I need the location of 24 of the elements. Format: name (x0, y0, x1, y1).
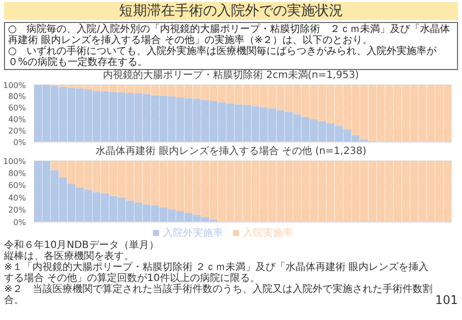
y-tick-label: 100% (3, 156, 26, 166)
y-tick-label: 80% (8, 92, 26, 102)
y-tick-label: 0% (13, 218, 26, 227)
y-tick-label: 20% (8, 126, 26, 136)
legend-label: 入院実施率 (243, 228, 293, 239)
text: 令和６年10月NDBデータ（単月） (4, 240, 160, 251)
y-tick-label: 60% (8, 181, 26, 190)
text: ※２ 当該医療機関で算定された当該手術件数のうち、入院又は入院外で実施された手術件数割合。 (4, 284, 434, 306)
y-tick-label: 0% (13, 138, 26, 147)
text: ○ 病院毎の、入院/入院外別の「内視鏡的大腸ポリープ・粘膜切除術 ２ｃｍ未満」及び「水晶体再建術 眼内レンズを挿入する場合 その他」の実施率（※２）は、以下のとおり。 (8, 24, 452, 46)
y-tick-label: 40% (8, 115, 26, 124)
y-tick-label: 100% (3, 80, 26, 90)
text: 短期滞在手術の入院外での実施状況 (4, 2, 458, 20)
y-tick-label: 20% (8, 206, 26, 215)
chart-title: 内視鏡的大腸ポリープ・粘膜切除術 2cm未満(n=1,953) (102, 70, 360, 82)
y-tick-label: 60% (8, 104, 26, 113)
text: 101 (435, 293, 458, 307)
text: ○ いずれの手術についても、入院外実施率は医療機関毎にばらつきがみられ、入院外実施率が０%の病院も一定数存在する。 (8, 46, 438, 68)
legend-label: 入院外実施率 (163, 228, 223, 239)
chart-title: 水晶体再建術 眼内レンズを挿入する場合 その他 (n=1,238) (94, 146, 368, 158)
text: ※１「内視鏡的大腸ポリープ・粘膜切除術 ２ｃｍ未満」及び「水晶体再建術 眼内レンズを挿入する場合 その他」の算定回数が10件以上の病院に限る。 (4, 262, 429, 284)
y-tick-label: 80% (8, 169, 26, 178)
text: 縦棒は、各医療機関を表す。 (4, 251, 135, 262)
y-tick-label: 40% (8, 193, 26, 202)
